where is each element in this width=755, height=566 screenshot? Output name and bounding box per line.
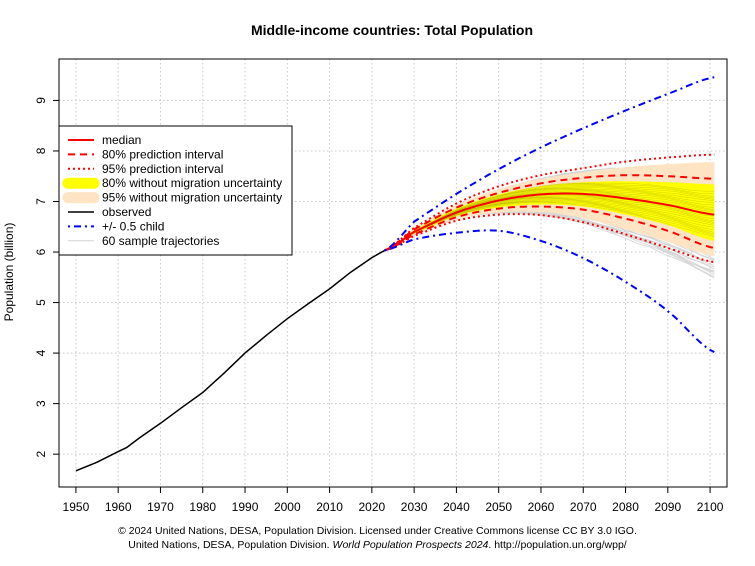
y-axis: 2 3 4 5 6 7 8 9 [34,97,59,457]
caption-citation-url: . http://population.un.org/wpp/ [488,539,627,551]
caption: © 2024 United Nations, DESA, Population … [0,524,755,552]
x-tick-label: 2100 [697,500,724,514]
observed-line [75,249,385,472]
x-tick-label: 2080 [612,500,639,514]
x-tick-label: 1970 [147,500,174,514]
median-line [384,192,715,252]
x-tick-label: 2040 [443,500,470,514]
x-tick-label: 1990 [232,500,259,514]
x-tick-label: 2070 [570,500,597,514]
legend-label: observed [102,205,151,219]
x-tick-label: 2020 [359,500,386,514]
y-tick-label: 3 [34,400,48,407]
x-tick-label: 2030 [401,500,428,514]
legend-label: 60 sample trajectories [102,234,219,248]
legend-label: 95% without migration uncertainty [102,191,282,205]
grid-lines [59,59,727,487]
x-axis: 1950 1960 1970 1980 1990 2000 2010 2020 2030 2040… [63,487,724,514]
0-5-child-lower-line [384,229,715,353]
caption-citation-prefix: United Nations, DESA, Population Divisio… [128,539,333,551]
y-tick-label: 4 [34,349,48,356]
caption-citation: United Nations, DESA, Population Divisio… [0,538,755,552]
80-prediction-interval-upper-line [384,174,715,252]
y-tick-label: 5 [34,299,48,306]
x-tick-label: 2010 [316,500,343,514]
legend-box [58,125,293,256]
x-tick-label: 2060 [528,500,555,514]
legend-label: 80% prediction interval [102,147,223,161]
y-tick-label: 7 [34,198,48,205]
x-tick-label: 1950 [63,500,90,514]
sample-trajectory-in-band [384,182,715,251]
legend-label: 95% prediction interval [102,162,223,176]
plot-frame [58,58,728,488]
y-axis-label: Population (billion) [2,223,16,322]
x-tick-label: 1980 [189,500,216,514]
x-tick-label: 2090 [654,500,681,514]
95-prediction-interval-upper-line [384,153,715,252]
legend-label: 80% without migration uncertainty [102,176,282,190]
x-tick-label: 2050 [485,500,512,514]
x-tick-label: 2000 [274,500,301,514]
0-5-child-upper-line [383,76,715,252]
95-prediction-interval-lower-line [384,213,715,264]
legend-label: +/- 0.5 child [102,219,164,233]
series-lines [75,76,715,472]
y-tick-label: 6 [34,248,48,255]
caption-citation-title: World Population Prospects 2024 [332,539,489,551]
y-tick-label: 2 [34,450,48,457]
y-tick-label: 9 [34,97,48,104]
chart-title: Middle-income countries: Total Populatio… [251,22,533,38]
x-tick-label: 1960 [105,500,132,514]
80-prediction-interval-lower-line [384,205,715,252]
caption-license: © 2024 United Nations, DESA, Population … [118,525,637,537]
legend-label: median [102,133,141,147]
y-tick-label: 8 [34,147,48,154]
